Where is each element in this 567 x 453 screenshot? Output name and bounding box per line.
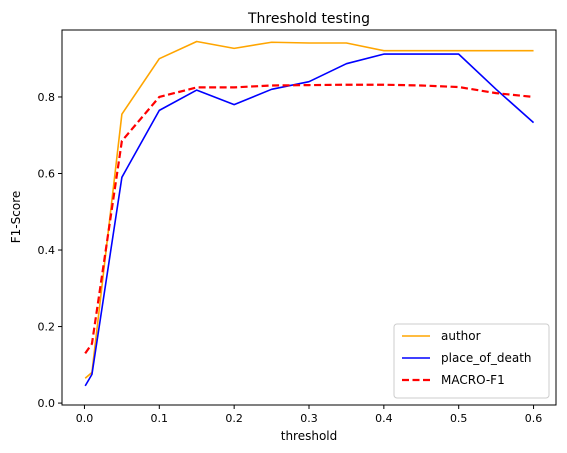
series-line-place-of-death: [84, 53, 535, 387]
x-axis: 0.0 0.1 0.2 0.3 0.4 0.5 0.6: [76, 405, 543, 425]
x-axis-label: threshold: [281, 429, 338, 443]
y-tick-label: 0.4: [38, 244, 56, 257]
y-axis: 0.0 0.2 0.4 0.6 0.8: [38, 91, 62, 410]
legend: author place_of_death MACRO-F1: [393, 323, 550, 399]
x-tick-label: 0.2: [225, 412, 243, 425]
legend-label: place_of_death: [441, 351, 532, 365]
series-line-author: [84, 40, 534, 379]
y-tick-label: 0.0: [38, 397, 56, 410]
legend-label: MACRO-F1: [441, 373, 505, 387]
y-tick-label: 0.6: [38, 167, 56, 180]
x-tick-label: 0.6: [525, 412, 543, 425]
x-tick-label: 0.4: [375, 412, 393, 425]
y-axis-label: F1-Score: [9, 191, 23, 243]
legend-box: [393, 323, 550, 399]
legend-label: author: [441, 329, 481, 343]
x-tick-label: 0.5: [450, 412, 468, 425]
y-tick-label: 0.2: [38, 321, 56, 334]
y-tick-label: 0.8: [38, 91, 56, 104]
x-tick-label: 0.1: [151, 412, 169, 425]
chart-title: Threshold testing: [247, 11, 370, 27]
series-line-macro-f1: [84, 83, 534, 354]
series-layer: [84, 40, 535, 387]
x-tick-label: 0.3: [300, 412, 318, 425]
x-tick-label: 0.0: [76, 412, 94, 425]
